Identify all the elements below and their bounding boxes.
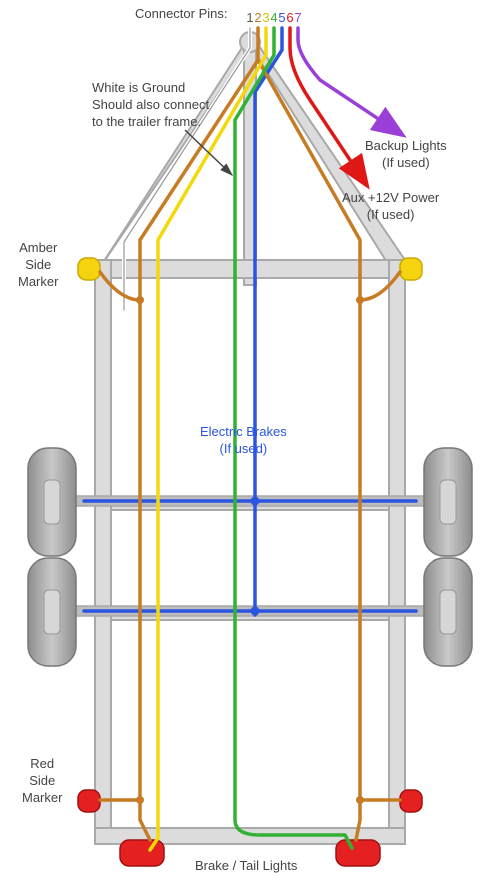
wire-purple [298, 28, 395, 130]
pin-3: 3 [262, 10, 269, 25]
aux-power-label: Aux +12V Power (If used) [342, 190, 439, 224]
red-marker-label: Red Side Marker [22, 756, 62, 807]
electric-brakes-label: Electric Brakes (If used) [200, 424, 287, 458]
amber-marker-label: Amber Side Marker [18, 240, 58, 291]
pin-5: 5 [278, 10, 285, 25]
connector-pins-title: Connector Pins: [135, 6, 228, 23]
pin-4: 4 [270, 10, 277, 25]
pin-6: 6 [286, 10, 293, 25]
wire-blue [255, 28, 282, 615]
pin-numbers: 1 2 3 4 5 6 7 [246, 10, 301, 25]
pin-1: 1 [246, 10, 253, 25]
pin-7: 7 [294, 10, 301, 25]
brake-tail-label: Brake / Tail Lights [195, 858, 297, 875]
pin-2: 2 [254, 10, 261, 25]
ground-note: White is Ground Should also connect to t… [92, 80, 209, 131]
backup-lights-label: Backup Lights (If used) [365, 138, 447, 172]
